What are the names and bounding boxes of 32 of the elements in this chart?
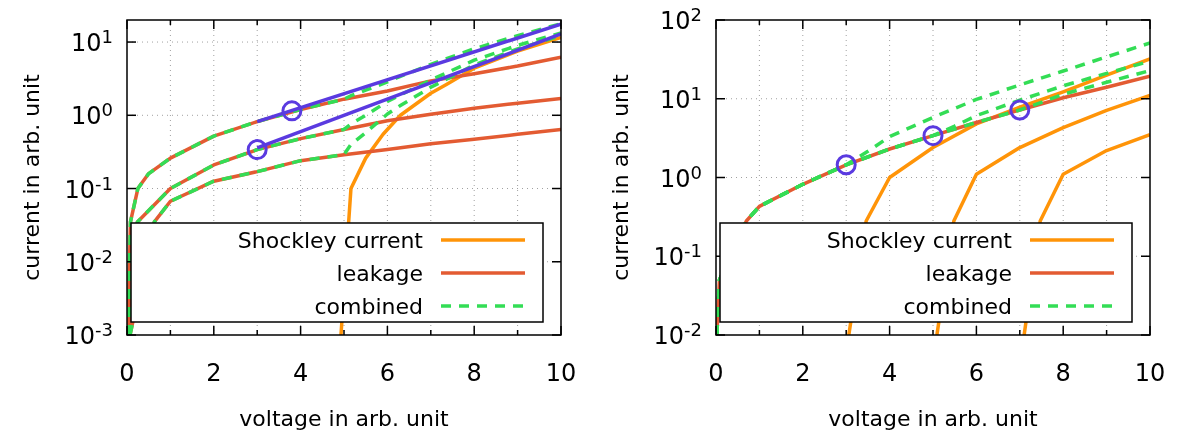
legend-label: Shockley current	[237, 228, 424, 253]
x-tick-label: 8	[466, 359, 482, 387]
x-tick-label: 8	[1055, 359, 1071, 387]
x-tick-label: 2	[795, 359, 811, 387]
legend-label: leakage	[925, 261, 1012, 286]
legend-label: leakage	[336, 261, 423, 286]
x-tick-label: 0	[119, 359, 135, 387]
x-tick-label: 2	[206, 359, 222, 387]
legend-label: combined	[903, 294, 1012, 319]
y-tick-label: 10$^{2}$	[660, 3, 702, 35]
y-tick-label: 10$^{0}$	[660, 161, 702, 193]
y-tick-label: 10$^{-2}$	[64, 245, 113, 277]
y-axis-title: current in arb. unit	[19, 73, 44, 281]
y-tick-label: 10$^{-3}$	[64, 318, 113, 350]
x-tick-label: 10	[1134, 359, 1166, 387]
x-axis-title: voltage in arb. unit	[239, 406, 450, 431]
legend-label: Shockley current	[826, 228, 1013, 253]
y-tick-label: 10$^{-1}$	[653, 240, 702, 272]
x-tick-label: 6	[379, 359, 396, 387]
y-tick-label: 10$^{1}$	[71, 25, 113, 58]
x-tick-label: 4	[881, 359, 898, 387]
y-tick-label: 10$^{-1}$	[64, 172, 113, 204]
y-tick-label: 10$^{0}$	[71, 99, 113, 131]
x-tick-label: 4	[292, 359, 309, 387]
x-axis-title: voltage in arb. unit	[828, 406, 1039, 431]
y-tick-label: 10$^{-2}$	[653, 318, 702, 350]
x-tick-label: 10	[545, 359, 577, 387]
x-tick-label: 6	[968, 359, 985, 387]
y-axis-title: current in arb. unit	[608, 73, 633, 281]
y-tick-label: 10$^{1}$	[660, 82, 702, 114]
legend-label: combined	[314, 294, 423, 319]
x-tick-label: 0	[708, 359, 724, 387]
